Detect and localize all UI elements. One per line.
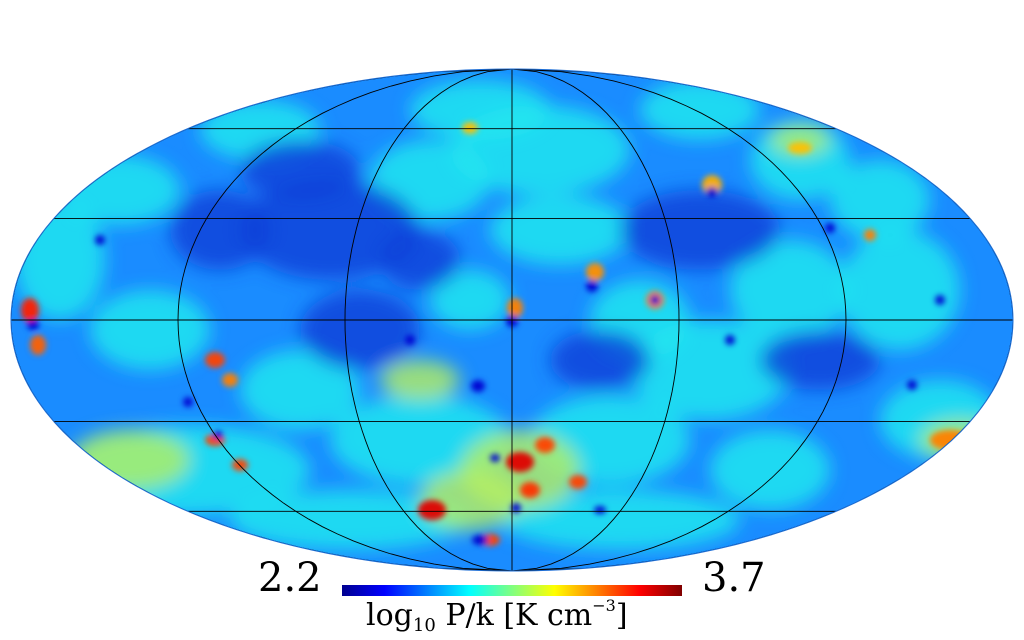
meridian-line	[344, 69, 513, 571]
colorbar	[342, 585, 682, 596]
colorbar-max-label: 3.7	[702, 555, 766, 601]
map-hotspots	[21, 122, 970, 546]
colorbar-title: log10 P/k [K cm−3]	[366, 596, 628, 636]
meridian-line	[511, 69, 847, 571]
meridian-line	[177, 69, 513, 571]
map-smooth-structure	[15, 80, 1000, 550]
map-boundary	[10, 68, 1014, 572]
meridian-line	[511, 69, 680, 571]
colorbar-min-label: 2.2	[258, 555, 322, 601]
map-field	[11, 69, 1013, 571]
